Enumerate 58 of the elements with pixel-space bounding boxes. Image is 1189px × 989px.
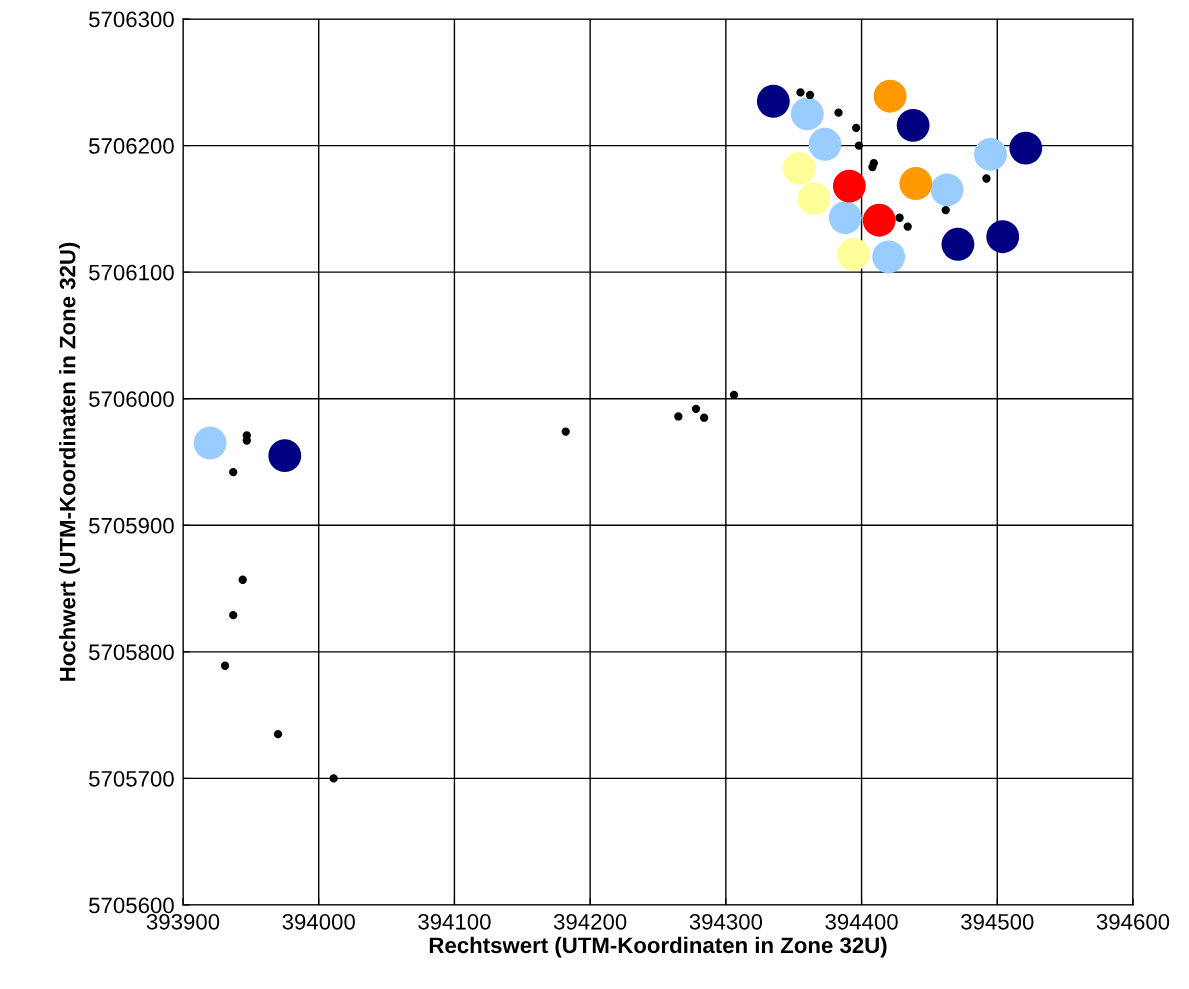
point (797, 182, 831, 216)
x-tick-label: 394500 (961, 913, 1034, 930)
y-tick-label: 5705900 (89, 517, 174, 534)
point (930, 173, 964, 207)
point (273, 729, 283, 739)
point (903, 222, 912, 231)
point (941, 227, 975, 261)
y-tick-label: 5705800 (89, 644, 174, 661)
point (873, 79, 907, 113)
y-tick-label: 5706200 (89, 138, 174, 154)
point (899, 167, 933, 200)
point (691, 404, 701, 414)
x-axis-title: Rechtswert (UTM-Koordinaten in Zone 32U) (429, 936, 887, 958)
point (974, 138, 1007, 171)
x-tick-label: 393900 (146, 913, 220, 930)
point (782, 151, 816, 185)
point (941, 205, 950, 215)
y-axis-title: Hochwert (UTM-Koordinaten in Zone 32U) (59, 242, 80, 681)
point (986, 220, 1020, 254)
point (329, 774, 338, 783)
point (837, 237, 870, 271)
point (242, 436, 251, 445)
point (851, 123, 861, 133)
point (896, 108, 930, 142)
point (982, 174, 991, 183)
x-tick-label: 394200 (553, 913, 627, 930)
point (220, 661, 230, 670)
point (862, 203, 896, 237)
point (854, 141, 864, 150)
point (756, 84, 790, 118)
point (1009, 131, 1043, 165)
point (268, 439, 302, 473)
point (828, 201, 862, 235)
x-tick-label: 394000 (282, 913, 355, 930)
y-tick-label: 5705600 (89, 897, 174, 914)
y-tick-label: 5706000 (89, 391, 174, 407)
point (699, 413, 709, 422)
x-tick-label: 394100 (418, 913, 491, 930)
x-tick-label: 394400 (825, 913, 898, 930)
point (193, 426, 227, 460)
point (229, 467, 238, 477)
point (796, 88, 805, 97)
point (805, 90, 815, 100)
y-tick-label: 5706300 (89, 11, 174, 28)
y-tick-label: 5705700 (89, 770, 174, 787)
point (808, 127, 842, 161)
point (832, 169, 866, 203)
point (895, 213, 904, 222)
point (834, 108, 843, 117)
point (238, 575, 247, 584)
point (561, 427, 570, 436)
point (790, 97, 824, 131)
point (229, 610, 238, 620)
x-tick-label: 394600 (1096, 913, 1170, 930)
point (872, 240, 906, 274)
point (674, 412, 683, 421)
y-tick-label: 5706100 (89, 264, 174, 281)
x-tick-label: 394300 (689, 913, 763, 930)
